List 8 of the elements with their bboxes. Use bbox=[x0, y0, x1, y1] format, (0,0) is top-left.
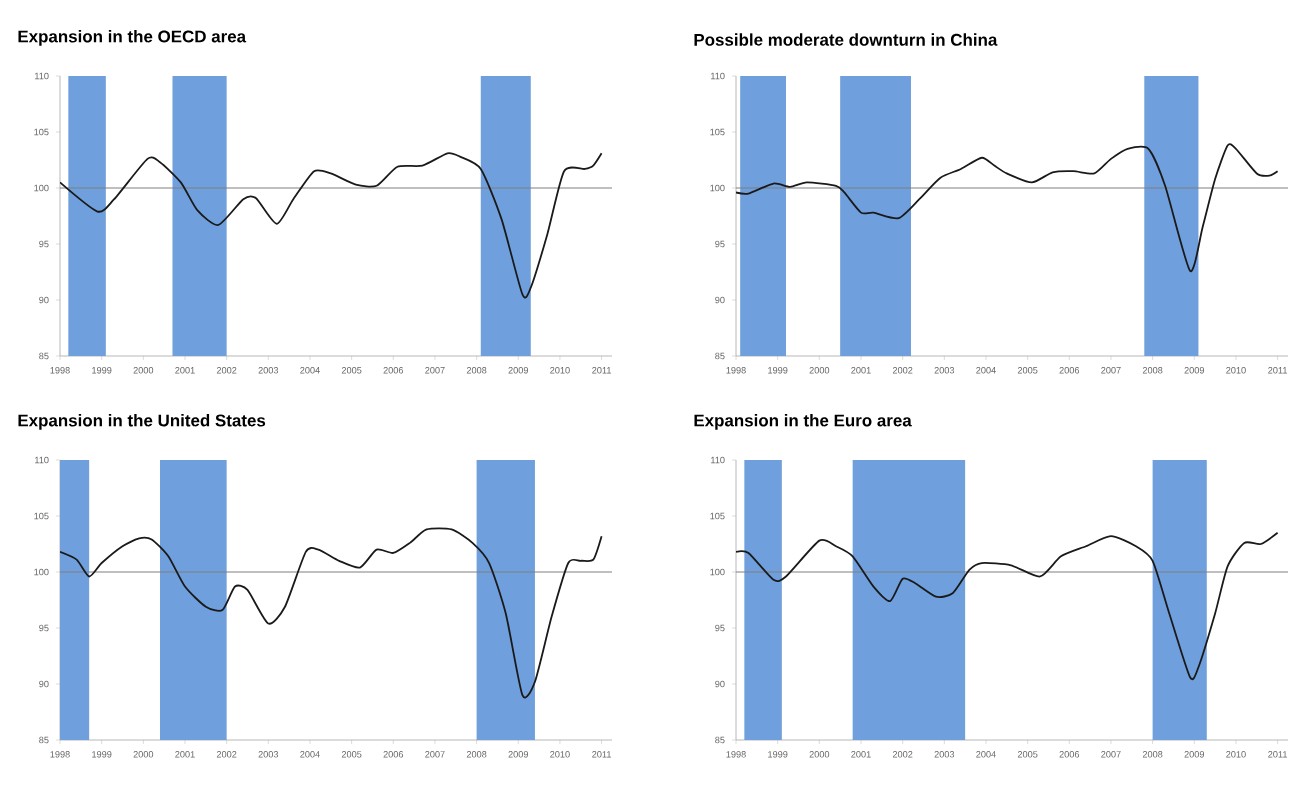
chart-title: Expansion in the OECD area bbox=[18, 30, 247, 46]
chart-title: Possible moderate downturn in China bbox=[694, 33, 998, 46]
line-series bbox=[60, 527, 603, 697]
line-series bbox=[736, 144, 1279, 272]
chart-title: Expansion in the United States bbox=[18, 414, 266, 430]
line-series bbox=[60, 152, 603, 296]
line-series bbox=[736, 531, 1279, 681]
chart-title: Expansion in the Euro area bbox=[694, 414, 912, 430]
